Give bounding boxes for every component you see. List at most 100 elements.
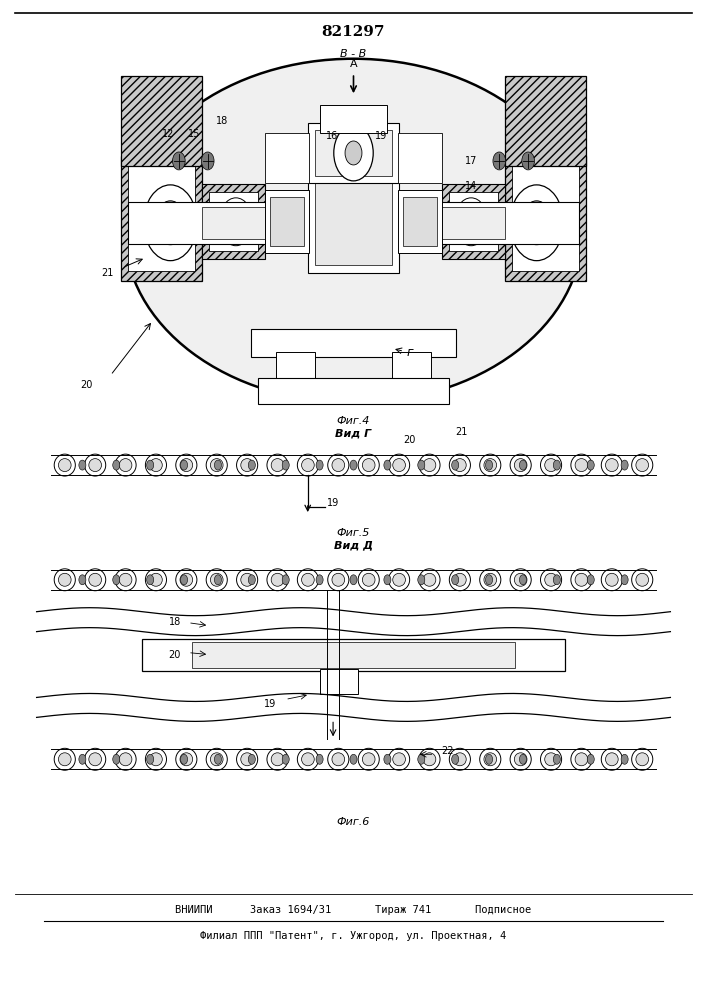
- Ellipse shape: [450, 748, 470, 770]
- Ellipse shape: [180, 459, 193, 472]
- Ellipse shape: [423, 459, 436, 472]
- Text: 20: 20: [81, 380, 93, 390]
- Ellipse shape: [54, 569, 76, 591]
- Ellipse shape: [453, 459, 466, 472]
- Circle shape: [180, 575, 187, 585]
- Ellipse shape: [150, 753, 163, 766]
- Bar: [505, 156, 586, 281]
- Ellipse shape: [59, 459, 71, 472]
- Ellipse shape: [423, 573, 436, 586]
- Ellipse shape: [328, 748, 349, 770]
- Circle shape: [155, 201, 186, 245]
- Ellipse shape: [389, 748, 409, 770]
- Text: Вид Д: Вид Д: [334, 540, 373, 550]
- Bar: [142, 639, 565, 671]
- Ellipse shape: [423, 753, 436, 766]
- Ellipse shape: [389, 454, 409, 476]
- Bar: [315, 181, 392, 265]
- Circle shape: [180, 460, 187, 470]
- Ellipse shape: [176, 454, 197, 476]
- Ellipse shape: [571, 748, 592, 770]
- Bar: [403, 197, 437, 246]
- Circle shape: [493, 152, 506, 170]
- Ellipse shape: [575, 459, 588, 472]
- Circle shape: [282, 754, 289, 764]
- Circle shape: [112, 460, 119, 470]
- Ellipse shape: [85, 454, 106, 476]
- Bar: [128, 202, 579, 244]
- Circle shape: [452, 754, 459, 764]
- Circle shape: [418, 460, 425, 470]
- Circle shape: [463, 211, 479, 233]
- Circle shape: [384, 575, 391, 585]
- Ellipse shape: [89, 459, 102, 472]
- Ellipse shape: [332, 753, 344, 766]
- Ellipse shape: [480, 748, 501, 770]
- Circle shape: [146, 460, 153, 470]
- Ellipse shape: [302, 573, 314, 586]
- Circle shape: [418, 754, 425, 764]
- Ellipse shape: [271, 459, 284, 472]
- Ellipse shape: [146, 454, 167, 476]
- Text: 16: 16: [326, 131, 338, 141]
- Ellipse shape: [150, 573, 163, 586]
- Text: 19: 19: [327, 498, 339, 508]
- Circle shape: [316, 460, 323, 470]
- Text: 21: 21: [455, 427, 468, 437]
- Ellipse shape: [241, 573, 254, 586]
- Text: 21: 21: [102, 268, 114, 278]
- Circle shape: [79, 754, 86, 764]
- Ellipse shape: [419, 454, 440, 476]
- Ellipse shape: [89, 753, 102, 766]
- Ellipse shape: [636, 753, 648, 766]
- Bar: [270, 197, 304, 246]
- Circle shape: [588, 575, 595, 585]
- Ellipse shape: [484, 459, 496, 472]
- Circle shape: [452, 460, 459, 470]
- Circle shape: [486, 460, 493, 470]
- Circle shape: [214, 575, 221, 585]
- Circle shape: [621, 575, 628, 585]
- Bar: [252, 329, 455, 357]
- Ellipse shape: [176, 748, 197, 770]
- Circle shape: [350, 575, 357, 585]
- Bar: [505, 76, 586, 166]
- Bar: [265, 133, 309, 183]
- Ellipse shape: [298, 569, 318, 591]
- Text: 19: 19: [375, 131, 387, 141]
- Ellipse shape: [514, 459, 527, 472]
- Ellipse shape: [328, 454, 349, 476]
- Ellipse shape: [601, 748, 622, 770]
- Ellipse shape: [514, 753, 527, 766]
- Ellipse shape: [89, 573, 102, 586]
- Ellipse shape: [119, 573, 132, 586]
- Ellipse shape: [211, 459, 223, 472]
- Ellipse shape: [605, 753, 618, 766]
- Bar: [320, 669, 358, 694]
- Ellipse shape: [450, 569, 470, 591]
- Bar: [448, 192, 498, 251]
- Text: 821297: 821297: [322, 25, 385, 39]
- Text: 12: 12: [161, 129, 174, 139]
- Ellipse shape: [302, 459, 314, 472]
- Circle shape: [282, 460, 289, 470]
- Ellipse shape: [302, 753, 314, 766]
- Text: 17: 17: [464, 156, 477, 166]
- Ellipse shape: [115, 569, 136, 591]
- Circle shape: [588, 460, 595, 470]
- Ellipse shape: [544, 459, 557, 472]
- Ellipse shape: [480, 454, 501, 476]
- Text: Фиг.4: Фиг.4: [337, 416, 370, 426]
- Bar: [398, 133, 442, 183]
- Ellipse shape: [237, 569, 257, 591]
- Bar: [202, 184, 265, 259]
- Circle shape: [510, 185, 563, 261]
- Ellipse shape: [631, 748, 653, 770]
- Bar: [392, 352, 431, 382]
- Circle shape: [522, 152, 534, 170]
- Ellipse shape: [241, 753, 254, 766]
- Bar: [202, 207, 505, 239]
- Ellipse shape: [211, 753, 223, 766]
- Ellipse shape: [146, 569, 167, 591]
- Bar: [265, 190, 309, 253]
